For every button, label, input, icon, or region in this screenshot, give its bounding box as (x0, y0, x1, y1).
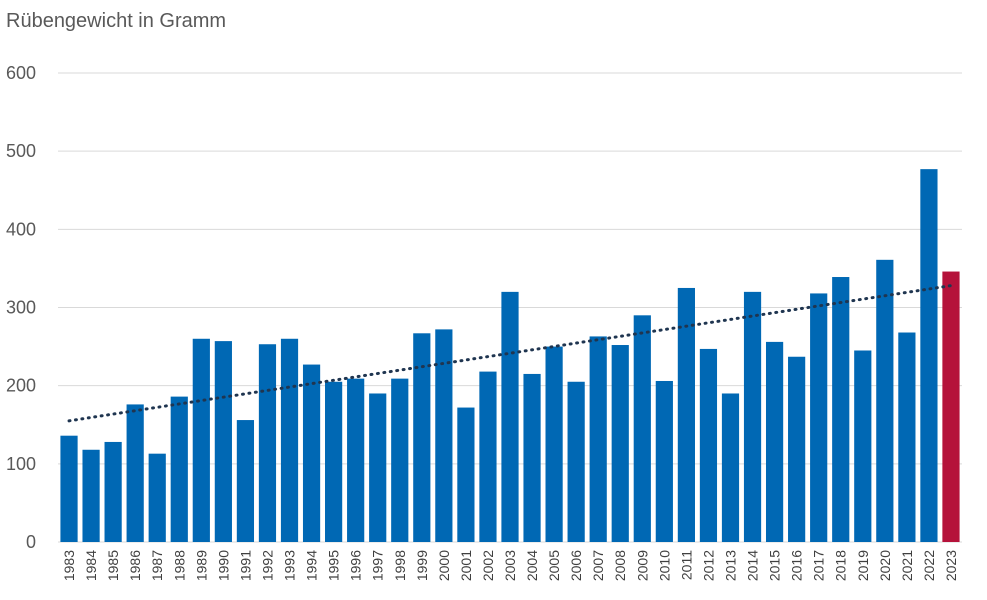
bar-1999 (413, 333, 431, 542)
bar-2004 (523, 373, 541, 542)
bar-2011 (677, 287, 695, 542)
y-axis-ticks: 0 100 200 300 400 500 600 (6, 63, 36, 552)
x-tick-label-2014: 2014 (745, 550, 761, 581)
bar-1994 (302, 364, 321, 542)
bar-1987 (148, 453, 166, 542)
bar-1984 (82, 449, 100, 542)
x-tick-label-2002: 2002 (480, 550, 496, 581)
x-tick-label-2023: 2023 (943, 550, 959, 581)
bar-1991 (236, 420, 255, 542)
x-tick-label-2000: 2000 (436, 550, 452, 581)
x-tick-label-2013: 2013 (722, 550, 738, 581)
x-tick-label-1984: 1984 (83, 550, 99, 581)
x-axis-ticks: 1983 1984 1985 1986 1987 1988 1989 1990 1991 1992… (61, 550, 959, 581)
bar-2006 (567, 381, 585, 542)
y-tick-label-500: 500 (6, 141, 36, 161)
bar-2005 (545, 346, 563, 542)
x-tick-label-2020: 2020 (877, 550, 893, 581)
bar-1988 (170, 396, 188, 542)
x-tick-label-1990: 1990 (215, 550, 231, 581)
x-tick-label-2019: 2019 (855, 550, 871, 581)
bar-2018 (832, 277, 850, 542)
bar-2019 (854, 350, 872, 542)
bar-2021 (898, 332, 916, 542)
x-tick-label-2007: 2007 (590, 550, 606, 581)
bar-2013 (721, 393, 740, 542)
x-tick-label-1994: 1994 (304, 550, 320, 581)
bar-1993 (280, 338, 299, 542)
bar-2017 (810, 293, 828, 542)
bar-1998 (391, 378, 409, 542)
x-tick-label-1986: 1986 (127, 550, 143, 581)
x-tick-label-2006: 2006 (568, 550, 584, 581)
y-tick-label-600: 600 (6, 63, 36, 83)
x-tick-label-1988: 1988 (171, 550, 187, 581)
bar-2003 (501, 291, 519, 542)
x-tick-label-1996: 1996 (348, 550, 364, 581)
x-tick-label-1999: 1999 (414, 550, 430, 581)
y-tick-label-100: 100 (6, 454, 36, 474)
x-tick-label-2017: 2017 (811, 550, 827, 581)
x-tick-label-1983: 1983 (61, 550, 77, 581)
bars (60, 169, 960, 542)
bar-2000 (435, 329, 453, 542)
y-tick-label-200: 200 (6, 376, 36, 396)
x-tick-label-2009: 2009 (634, 550, 650, 581)
bar-1989 (192, 338, 210, 542)
x-tick-label-2005: 2005 (546, 550, 562, 581)
x-tick-label-2010: 2010 (656, 550, 672, 581)
bar-1985 (104, 441, 122, 542)
bar-1995 (325, 381, 343, 542)
x-tick-label-2012: 2012 (700, 550, 716, 581)
y-tick-label-300: 300 (6, 298, 36, 318)
x-tick-label-1998: 1998 (392, 550, 408, 581)
x-tick-label-2003: 2003 (502, 550, 518, 581)
bar-1996 (347, 378, 365, 542)
x-tick-label-1991: 1991 (237, 550, 253, 581)
bar-2016 (788, 356, 806, 542)
x-tick-label-2015: 2015 (767, 550, 783, 581)
bar-2008 (611, 345, 629, 542)
bar-2023 (942, 271, 960, 542)
x-tick-label-1993: 1993 (282, 550, 298, 581)
x-tick-label-1995: 1995 (326, 550, 342, 581)
x-tick-label-1987: 1987 (149, 550, 165, 581)
x-tick-label-1997: 1997 (370, 550, 386, 581)
bar-2009 (633, 315, 651, 542)
x-tick-label-2011: 2011 (678, 550, 694, 580)
x-tick-label-2021: 2021 (899, 550, 915, 581)
y-tick-label-0: 0 (26, 532, 36, 552)
bar-2014 (743, 291, 762, 542)
bar-2020 (876, 259, 894, 542)
bar-2012 (699, 348, 718, 542)
x-tick-label-1989: 1989 (193, 550, 209, 581)
trendline-group (67, 284, 953, 423)
bar-2022 (920, 169, 938, 542)
bar-2007 (589, 336, 607, 542)
x-tick-label-2004: 2004 (524, 550, 540, 581)
x-tick-label-2016: 2016 (789, 550, 805, 581)
bar-2002 (479, 371, 497, 542)
bar-2010 (655, 380, 673, 542)
y-tick-label-400: 400 (6, 219, 36, 239)
bar-1997 (369, 393, 387, 542)
bar-1990 (214, 341, 232, 542)
x-tick-label-1985: 1985 (105, 550, 121, 581)
trendline (67, 284, 953, 423)
x-tick-label-1992: 1992 (259, 550, 275, 581)
bar-1983 (60, 435, 78, 542)
x-tick-label-2008: 2008 (612, 550, 628, 581)
x-tick-label-2022: 2022 (921, 550, 937, 581)
bar-2001 (457, 407, 475, 542)
x-tick-label-2018: 2018 (833, 550, 849, 581)
x-tick-label-2001: 2001 (458, 550, 474, 581)
bar-1992 (258, 344, 277, 542)
bar-1986 (126, 404, 144, 542)
chart-title: Rübengewicht in Gramm (6, 10, 227, 32)
bar-2015 (765, 341, 784, 542)
